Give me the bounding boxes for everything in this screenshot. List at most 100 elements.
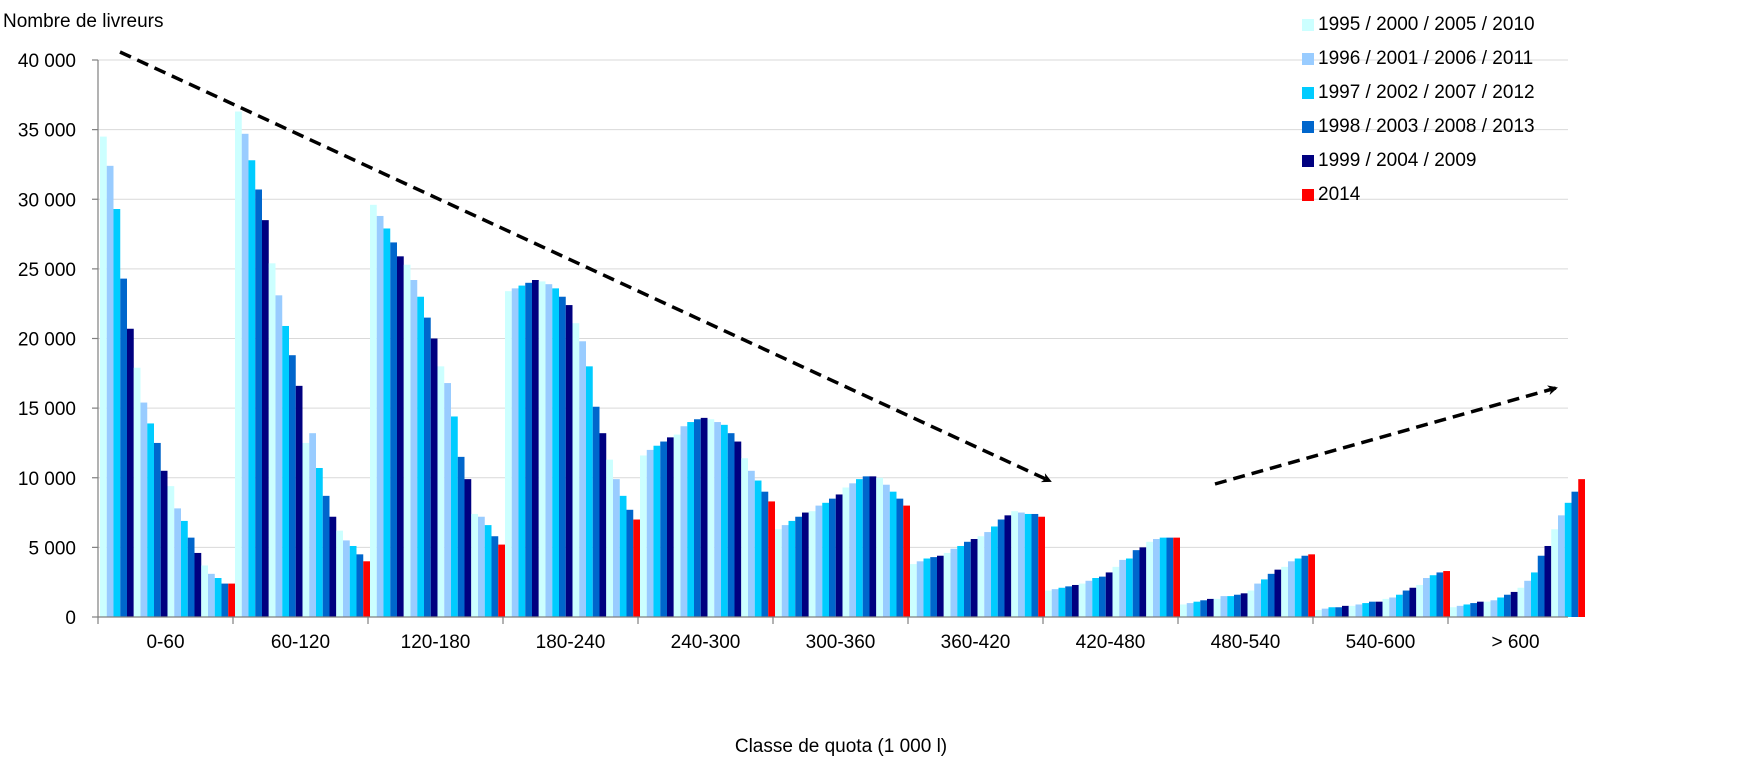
legend-label: 1997 / 2002 / 2007 / 2012 [1318, 82, 1535, 103]
bar-360-420-2008 [997, 519, 1005, 617]
legend-label: 2014 [1318, 184, 1361, 205]
bar-180-240-2013 [626, 509, 634, 617]
bar-180-240-1998 [525, 282, 532, 617]
bar-120-180-2003 [424, 317, 431, 617]
bar-60-120-2005 [302, 442, 310, 617]
bar-180-240-2001 [545, 284, 553, 617]
bar-240-300-2012 [754, 480, 762, 617]
bar-120-180-2013 [491, 536, 499, 617]
bar-480-540-2008 [1267, 573, 1275, 617]
bar-180-240-2006 [579, 341, 586, 617]
bar-180-240-1997 [518, 285, 526, 617]
bar-300-360-2006 [849, 483, 856, 617]
bar-420-480-2011 [1153, 539, 1160, 617]
bar-420-480-2003 [1099, 576, 1106, 617]
legend-swatch [1302, 189, 1314, 201]
bar-0-60-1999 [127, 328, 134, 617]
bar-180-240-2011 [613, 479, 620, 617]
bar-180-240-2003 [559, 296, 566, 617]
bar-60-120-1998 [255, 189, 262, 617]
bar-60-120-2004 [295, 385, 303, 617]
bar-180-240-1995 [505, 291, 512, 617]
bar-360-420-1998 [930, 557, 937, 617]
bar-480-540-2007 [1261, 579, 1268, 617]
bar-480-540-1998 [1200, 600, 1207, 617]
legend-item: 1998 / 2003 / 2008 / 2013 [1302, 110, 1535, 144]
y-tick-label: 0 [65, 608, 76, 629]
bar-0-60-2008 [187, 537, 195, 617]
bar-480-540-2010 [1281, 566, 1288, 617]
bar-240-300-2007 [721, 424, 728, 617]
bar-300-360-2014 [903, 505, 910, 617]
bar-360-420-2004 [970, 539, 978, 617]
bar-480-540-2009 [1274, 569, 1282, 617]
bar-0-60-2005 [167, 486, 175, 617]
bar-480-540-2002 [1227, 596, 1234, 617]
bar-240-300-2001 [680, 426, 688, 617]
bar-0-60-1996 [106, 165, 114, 617]
bar-540-600-1998 [1335, 607, 1342, 617]
bar-120-180-2008 [457, 456, 465, 617]
y-tick-label: 40 000 [18, 51, 76, 72]
bar-540-600-2002 [1362, 603, 1369, 617]
bar-540-600-2000 [1348, 605, 1356, 617]
y-tick-labels: 0 5 000 10 000 15 000 20 000 25 000 30 000 35 0… [18, 51, 76, 629]
bar-60-120-2014 [363, 561, 370, 617]
bar-60-120-2002 [282, 325, 289, 617]
bar-540-600-2005 [1382, 598, 1390, 617]
bar-480-540-1997 [1193, 601, 1201, 617]
bar-480-540-2003 [1234, 594, 1241, 617]
bar-360-420-2009 [1004, 515, 1012, 617]
bar-480-540-2013 [1301, 555, 1309, 617]
bar-240-300-2014 [768, 501, 775, 617]
bar-0-60-2004 [160, 470, 168, 617]
x-tick-label: 420-480 [1076, 632, 1146, 653]
x-tick-label: 240-300 [671, 632, 741, 653]
bar-360-420-2011 [1018, 512, 1025, 617]
bar-360-420-2003 [964, 541, 971, 617]
bar-540-600-2014 [1443, 571, 1450, 617]
y-tick-label: 20 000 [18, 330, 76, 351]
bar-60-120-2001 [275, 295, 283, 617]
legend: 1995 / 2000 / 2005 / 2010 1996 / 2001 / 2… [1302, 8, 1535, 212]
bar-240-300-2006 [714, 422, 721, 617]
bar-300-360-2002 [822, 502, 829, 617]
bar-360-420-1997 [923, 558, 931, 617]
bar-60-120-2012 [349, 545, 357, 617]
bar-420-480-2004 [1105, 572, 1113, 617]
bar-300-360-2013 [896, 498, 904, 617]
bar-480-540-2000 [1213, 598, 1221, 617]
bar-300-360-2005 [842, 487, 850, 617]
bar-540-600-2003 [1369, 601, 1376, 617]
bar-60-120-2008 [322, 495, 330, 617]
bar-540-600-2011 [1423, 578, 1430, 617]
bar-300-360-2010 [876, 477, 883, 617]
bar-0-60-1998 [120, 278, 127, 617]
bar-180-240-2009 [599, 433, 607, 617]
bar-480-540-2006 [1254, 583, 1261, 617]
bar-420-480-2007 [1126, 558, 1133, 617]
bar-360-420-1996 [916, 561, 924, 617]
bar-540-600-1996 [1321, 608, 1329, 617]
legend-swatch [1302, 87, 1314, 99]
increasing-trend-arrow [1214, 385, 1558, 486]
bar-120-180-2007 [451, 416, 458, 617]
bar-360-420-2001 [950, 548, 958, 617]
bar-60-120-2006 [309, 433, 316, 617]
bar-60-120-1995 [235, 111, 242, 618]
bar-60-120-1996 [241, 133, 249, 618]
bar-240-300-1996 [646, 449, 654, 617]
bar-540-600-2007 [1396, 594, 1403, 617]
bar-300-360-1996 [781, 525, 789, 617]
bar-300-360-2007 [856, 479, 863, 617]
bar-120-180-2005 [437, 366, 445, 617]
bar-360-420-2000 [943, 552, 951, 617]
bar-120-180-2000 [403, 264, 411, 617]
bar-> 600-2012 [1564, 502, 1572, 617]
bar-180-240-2005 [572, 323, 580, 617]
bar-0-60-2002 [147, 423, 154, 617]
axes [92, 59, 1568, 624]
bar-> 600-1999 [1477, 601, 1484, 617]
bar-240-300-1997 [653, 445, 661, 617]
bar-540-600-2012 [1429, 575, 1437, 617]
